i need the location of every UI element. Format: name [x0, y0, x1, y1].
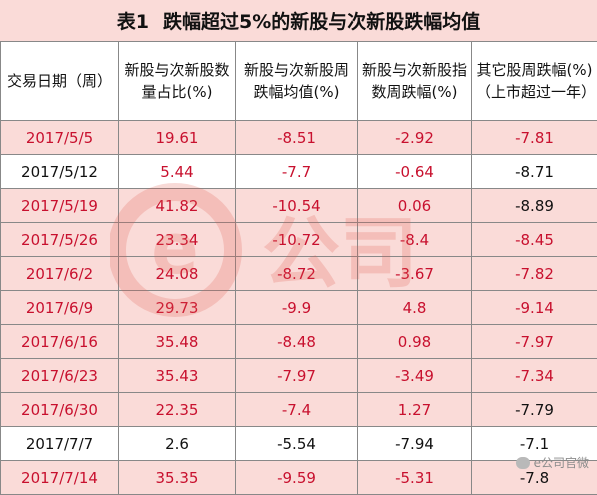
cell-value: -0.64	[358, 155, 472, 189]
header-new-avg: 新股与次新股周跌幅均值(%)	[236, 42, 358, 121]
cell-value: 29.73	[119, 291, 236, 325]
cell-value: -7.82	[472, 257, 597, 291]
cell-value: -8.71	[472, 155, 597, 189]
cell-date: 2017/6/9	[1, 291, 119, 325]
cell-value: -7.97	[472, 325, 597, 359]
cell-value: 0.98	[358, 325, 472, 359]
cell-value: 4.8	[358, 291, 472, 325]
header-row: 交易日期（周） 新股与次新股数量占比(%) 新股与次新股周跌幅均值(%) 新股与…	[1, 42, 597, 121]
cell-value: -7.94	[358, 427, 472, 461]
source-tag: e公司官微	[516, 454, 589, 471]
table-number: 表1	[117, 7, 149, 34]
cell-value: -7.79	[472, 393, 597, 427]
cell-value: -7.34	[472, 359, 597, 393]
cell-date: 2017/5/19	[1, 189, 119, 223]
cell-value: -8.4	[358, 223, 472, 257]
data-table: 交易日期（周） 新股与次新股数量占比(%) 新股与次新股周跌幅均值(%) 新股与…	[0, 41, 597, 495]
cell-value: 0.06	[358, 189, 472, 223]
cell-value: 41.82	[119, 189, 236, 223]
cell-value: -2.92	[358, 121, 472, 155]
table-title-text: 跌幅超过5%的新股与次新股跌幅均值	[163, 7, 480, 34]
cell-value: -7.4	[236, 393, 358, 427]
header-date: 交易日期（周）	[1, 42, 119, 121]
cell-date: 2017/6/23	[1, 359, 119, 393]
cell-value: 5.44	[119, 155, 236, 189]
cell-value: 35.35	[119, 461, 236, 495]
header-other: 其它股周跌幅(%)（上市超过一年）	[472, 42, 597, 121]
cell-value: -8.51	[236, 121, 358, 155]
cell-value: -7.97	[236, 359, 358, 393]
cell-value: -10.54	[236, 189, 358, 223]
cell-value: 19.61	[119, 121, 236, 155]
cell-value: -9.59	[236, 461, 358, 495]
wechat-icon	[516, 457, 530, 469]
cell-date: 2017/6/2	[1, 257, 119, 291]
cell-value: -9.14	[472, 291, 597, 325]
cell-date: 2017/7/7	[1, 427, 119, 461]
cell-value: -10.72	[236, 223, 358, 257]
cell-date: 2017/6/16	[1, 325, 119, 359]
cell-value: -9.9	[236, 291, 358, 325]
cell-value: -8.45	[472, 223, 597, 257]
cell-value: 1.27	[358, 393, 472, 427]
cell-value: -8.48	[236, 325, 358, 359]
cell-date: 2017/5/12	[1, 155, 119, 189]
cell-value: -7.81	[472, 121, 597, 155]
cell-value: -8.72	[236, 257, 358, 291]
cell-value: -5.31	[358, 461, 472, 495]
cell-value: 35.43	[119, 359, 236, 393]
source-text: e公司官微	[534, 454, 589, 471]
cell-date: 2017/6/30	[1, 393, 119, 427]
cell-value: 22.35	[119, 393, 236, 427]
cell-date: 2017/5/26	[1, 223, 119, 257]
header-index: 新股与次新股指数周跌幅(%)	[358, 42, 472, 121]
cell-value: -3.49	[358, 359, 472, 393]
cell-value: 35.48	[119, 325, 236, 359]
cell-value: -7.7	[236, 155, 358, 189]
cell-value: -5.54	[236, 427, 358, 461]
cell-value: -8.89	[472, 189, 597, 223]
cell-date: 2017/7/14	[1, 461, 119, 495]
header-share: 新股与次新股数量占比(%)	[119, 42, 236, 121]
cell-value: 23.34	[119, 223, 236, 257]
cell-value: -3.67	[358, 257, 472, 291]
cell-date: 2017/5/5	[1, 121, 119, 155]
cell-value: 2.6	[119, 427, 236, 461]
cell-value: 24.08	[119, 257, 236, 291]
table-title: 表1 跌幅超过5%的新股与次新股跌幅均值	[0, 0, 597, 42]
